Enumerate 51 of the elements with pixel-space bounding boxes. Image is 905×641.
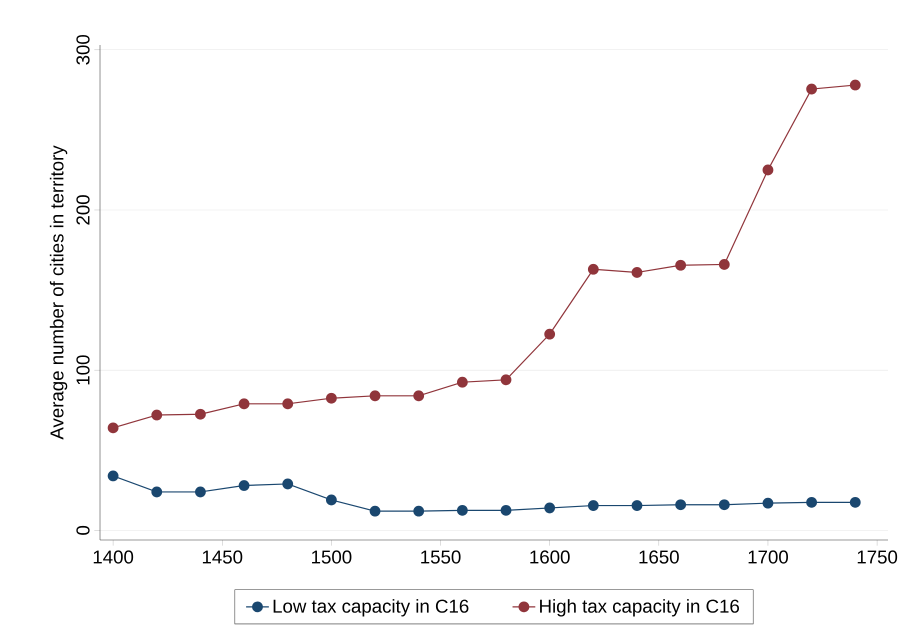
point [500,504,512,516]
point [806,84,818,94]
point [588,264,599,275]
legend-label: High tax capacity in C16 [540,599,739,616]
y-axis-title: Average number of cities in territory [50,145,68,440]
point [108,470,119,482]
point [850,80,861,90]
point [762,498,774,509]
point [151,486,162,498]
point [370,390,380,402]
point [413,506,424,517]
point [326,494,337,506]
point [282,478,294,490]
point [195,486,206,498]
point [675,260,686,271]
point [632,267,642,278]
point [632,500,642,511]
point [456,504,468,516]
point [762,164,774,176]
point [370,506,380,517]
point [151,410,162,420]
point [195,408,206,420]
point [500,374,512,386]
point [238,480,250,491]
y-tick-label: 200 [76,195,90,225]
point [718,499,730,510]
point [108,422,119,434]
point [238,398,250,410]
y-tick-label: 0 [76,526,90,535]
x-tick-label: 1450 [202,550,242,564]
x-tick-label: 1700 [748,550,788,564]
x-tick-label: 1650 [639,550,679,564]
x-tick-label: 1400 [94,550,134,564]
x-tick-label: 1550 [421,550,461,564]
point [850,496,861,508]
y-tick-label: 100 [76,355,90,384]
y-tick-label: 300 [76,34,90,65]
point [456,376,468,388]
point [326,392,337,404]
point [282,398,294,410]
point [718,259,730,270]
point [413,390,424,402]
x-tick-label: 1750 [858,550,898,564]
legend-label: Low tax capacity in C16 [274,599,468,616]
x-tick-label: 1600 [530,550,570,564]
point [544,502,556,514]
point [588,500,599,511]
x-tick-label: 1500 [312,550,352,564]
point [675,499,686,510]
point [806,496,818,508]
point [544,328,556,340]
